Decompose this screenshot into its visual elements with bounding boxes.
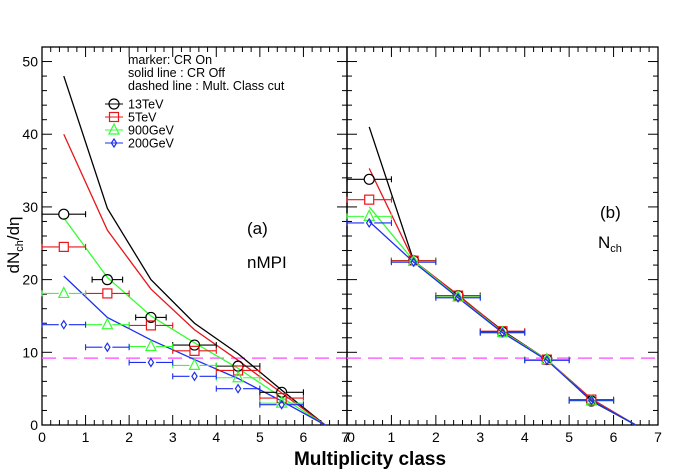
200gev-diamond-marker	[104, 342, 111, 353]
legend-circle-marker	[108, 98, 120, 110]
panel-b-label-n: N	[598, 233, 610, 252]
panel-a-tag: (a)	[247, 219, 268, 238]
5tev-square-marker	[189, 345, 200, 356]
y-label-rest: /dη	[4, 217, 23, 241]
900gev-triangle-marker	[101, 317, 114, 330]
200gev-diamond-marker	[543, 355, 551, 366]
x-tick-label-edge-a: 7	[341, 429, 349, 445]
200gev-diamond-marker	[147, 357, 155, 368]
svg-text:dNch/dη: dNch/dη	[4, 217, 26, 274]
legend-entry-13tev: 13TeV	[105, 98, 164, 112]
x-tick-label: 1	[82, 429, 90, 445]
y-tick-label: 30	[22, 199, 38, 215]
series-200gev	[346, 217, 615, 406]
5tev-square-marker	[232, 365, 244, 376]
line-5tev	[368, 168, 637, 426]
x-tick-label: 7	[343, 429, 351, 445]
13tev-circle-marker	[145, 311, 157, 324]
legend: marker: CR On solid line : CR Off dashed…	[105, 53, 285, 151]
panel-b-label: Nch	[598, 233, 622, 255]
legend-label: 900GeV	[128, 124, 175, 138]
200gev-diamond-marker	[454, 292, 462, 303]
y-tick-label: 40	[22, 126, 38, 142]
y-tick-label: 20	[22, 272, 38, 288]
panel-a-label: nMPI	[247, 253, 287, 272]
900gev-triangle-marker	[275, 395, 288, 408]
900gev-triangle-marker	[144, 339, 157, 352]
series-13tev	[346, 173, 615, 407]
legend-square-marker	[108, 111, 120, 123]
y-tick-label: 50	[22, 54, 38, 70]
panel-b-tag: (b)	[600, 203, 621, 222]
panel-frame	[41, 46, 348, 426]
panel-b-label-sub: ch	[610, 243, 622, 255]
900gev-triangle-marker	[188, 358, 201, 370]
x-tick-label: 3	[169, 429, 177, 445]
200gev-diamond-marker	[278, 399, 285, 410]
line-900gev	[368, 206, 637, 426]
x-tick-label: 5	[565, 429, 573, 445]
y-axis-label: dNch/dη	[4, 217, 26, 274]
legend-header-3: dashed line : Mult. Class cut	[128, 79, 285, 93]
200gev-diamond-marker	[191, 371, 198, 382]
x-tick-label-edge-b: 0	[347, 429, 355, 445]
legend-diamond-marker	[110, 137, 118, 149]
line-13tev	[63, 75, 326, 426]
line-13tev	[368, 126, 637, 426]
900gev-triangle-marker	[232, 370, 245, 383]
x-tick-label: 4	[212, 429, 220, 445]
series-900gev	[346, 209, 615, 406]
y-label-dn: dN	[4, 252, 23, 274]
y-tick-label: 10	[22, 344, 38, 360]
x-tick-label: 3	[476, 429, 484, 445]
x-tick-label: 1	[388, 429, 396, 445]
panel-nch: 1 2 3 4 5 6 7	[346, 46, 662, 445]
legend-label: 13TeV	[128, 98, 164, 112]
legend-entry-900gev: 900GeV	[105, 122, 175, 138]
200gev-diamond-marker	[234, 383, 242, 394]
200gev-diamond-marker	[499, 327, 506, 338]
series-13tev	[41, 208, 304, 398]
13tev-circle-marker	[58, 208, 70, 220]
x-tick-label: 6	[300, 429, 308, 445]
5tev-square-marker	[276, 393, 287, 404]
900gev-triangle-marker	[363, 209, 376, 221]
x-tick-label: 5	[256, 429, 264, 445]
x-tick-label: 0	[38, 429, 46, 445]
x-tick-label: 4	[521, 429, 529, 445]
200gev-diamond-marker	[365, 217, 373, 229]
series-200gev	[41, 319, 304, 410]
5tev-square-marker	[145, 320, 157, 331]
200gev-diamond-marker	[60, 319, 68, 330]
legend-triangle-marker	[108, 122, 120, 135]
y-tick-label: 0	[30, 417, 38, 433]
200gev-diamond-marker	[410, 257, 417, 268]
x-axis-label: Multiplicity class	[294, 449, 446, 470]
series-900gev	[41, 286, 304, 408]
legend-label: 5TeV	[128, 111, 157, 125]
x-tick-label: 6	[610, 429, 618, 445]
5tev-square-marker	[102, 288, 113, 299]
y-label-sub: ch	[14, 240, 26, 252]
5tev-square-marker	[58, 241, 69, 253]
x-tick-label: 7	[654, 429, 662, 445]
legend-label: 200GeV	[128, 137, 175, 151]
13tev-circle-marker	[188, 339, 201, 351]
legend-header-2: solid line : CR Off	[128, 66, 226, 80]
legend-header-1: marker: CR On	[128, 53, 212, 67]
5tev-square-marker	[364, 194, 375, 205]
legend-entry-200gev: 200GeV	[105, 137, 175, 151]
13tev-circle-marker	[363, 173, 375, 185]
900gev-triangle-marker	[57, 286, 70, 299]
line-200gev	[368, 220, 637, 426]
200gev-diamond-marker	[588, 395, 595, 406]
13tev-circle-marker	[101, 274, 113, 286]
x-tick-label: 2	[125, 429, 133, 445]
legend-entry-5tev: 5TeV	[105, 111, 157, 125]
x-tick-label: 2	[432, 429, 440, 445]
